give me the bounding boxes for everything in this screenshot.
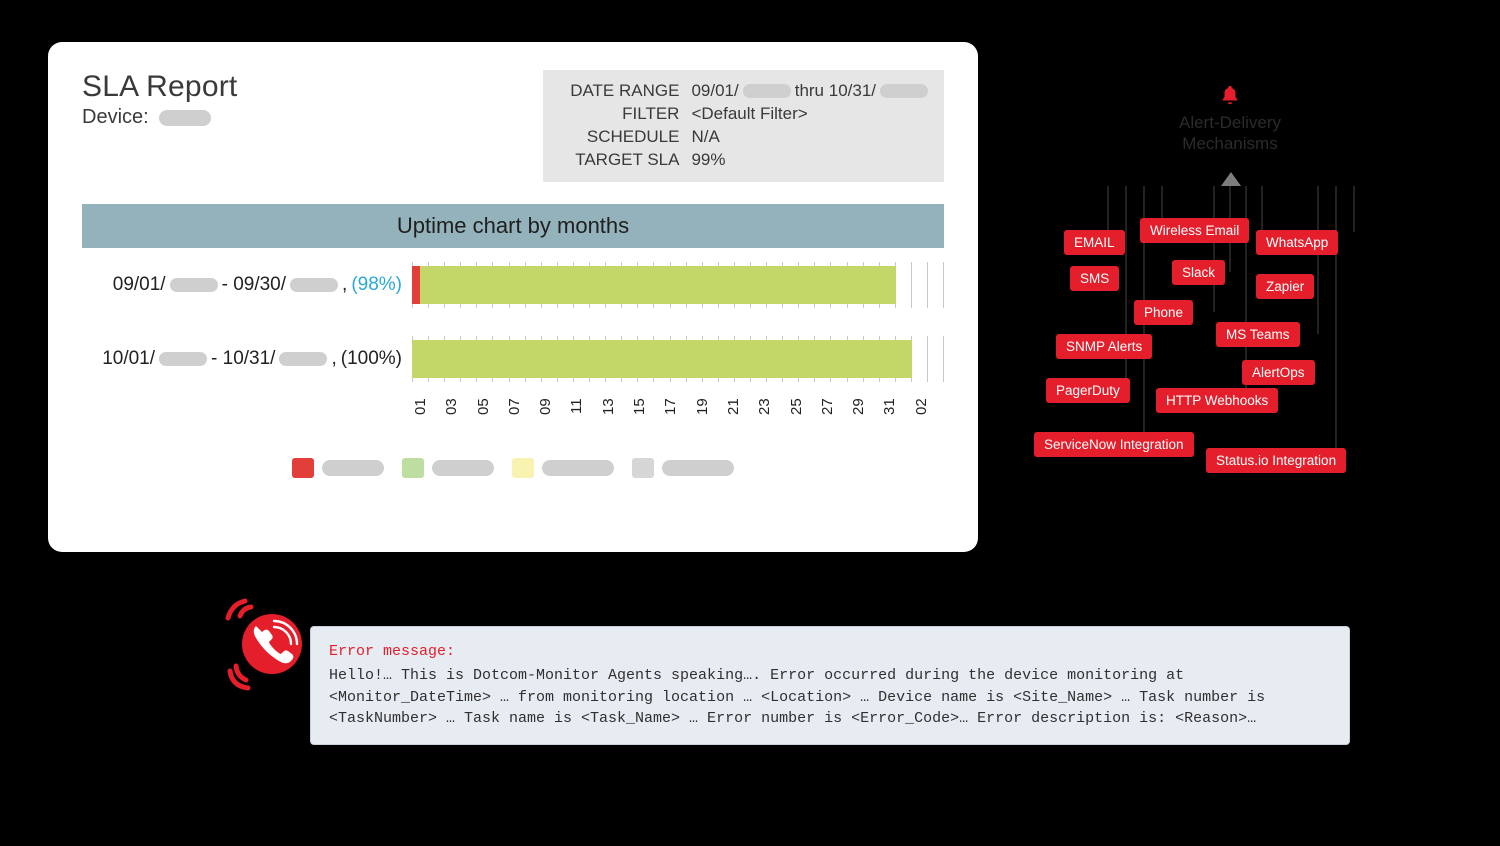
meta-value-schedule: N/A — [691, 126, 719, 149]
alert-chip: Status.io Integration — [1206, 448, 1346, 473]
device-value-redacted — [159, 110, 211, 126]
error-heading: Error message: — [329, 641, 1331, 663]
error-message-card: Error message: Hello!… This is Dotcom-Mo… — [310, 626, 1350, 745]
bell-icon — [1219, 84, 1241, 112]
x-tick: 15 — [631, 398, 662, 432]
chart-bar-segment — [420, 266, 896, 304]
date-range-prefix: 09/01/ — [691, 80, 738, 103]
x-tick: 25 — [788, 398, 819, 432]
alert-chip: Wireless Email — [1140, 218, 1249, 243]
x-tick: 29 — [850, 398, 881, 432]
chart-bar-track — [412, 336, 944, 382]
chart-row-label: 09/01/ - 09/30/, (98%) — [82, 274, 402, 296]
sla-header: SLA Report Device: DATE RANGE 09/01/ thr… — [82, 70, 944, 182]
meta-date-range: DATE RANGE 09/01/ thru 10/31/ — [559, 80, 928, 103]
chart-row: 10/01/ - 10/31/, (100%) — [82, 336, 944, 382]
meta-value-filter: <Default Filter> — [691, 103, 807, 126]
alert-title-line2: Mechanisms — [1182, 134, 1277, 153]
chart-row-label: 10/01/ - 10/31/, (100%) — [82, 348, 402, 370]
alert-chip: HTTP Webhooks — [1156, 388, 1278, 413]
x-tick: 02 — [913, 398, 944, 432]
alert-chip: Phone — [1134, 300, 1193, 325]
legend-swatch — [512, 458, 534, 478]
alert-chip: SNMP Alerts — [1056, 334, 1152, 359]
alert-chip: Zapier — [1256, 274, 1314, 299]
x-tick: 05 — [475, 398, 506, 432]
alert-chip: AlertOps — [1242, 360, 1315, 385]
legend-label-redacted — [542, 460, 614, 476]
legend-item — [512, 458, 614, 478]
chart-legend — [82, 458, 944, 478]
legend-label-redacted — [322, 460, 384, 476]
x-tick: 27 — [819, 398, 850, 432]
x-tick: 13 — [600, 398, 631, 432]
alert-chip: PagerDuty — [1046, 378, 1130, 403]
x-tick: 21 — [725, 398, 756, 432]
x-tick: 11 — [568, 398, 599, 432]
date-range-year2-redacted — [880, 84, 928, 98]
x-tick: 23 — [756, 398, 787, 432]
legend-swatch — [402, 458, 424, 478]
sla-title: SLA Report — [82, 70, 237, 104]
legend-item — [632, 458, 734, 478]
alert-chip: ServiceNow Integration — [1034, 432, 1194, 457]
error-body: Hello!… This is Dotcom-Monitor Agents sp… — [329, 665, 1331, 730]
chart-area: 09/01/ - 09/30/, (98%) 10/01/ - 10/31/, (… — [82, 262, 944, 478]
x-tick: 03 — [443, 398, 474, 432]
date-range-mid: thru 10/31/ — [795, 80, 876, 103]
alert-chip: WhatsApp — [1256, 230, 1338, 255]
meta-filter: FILTER <Default Filter> — [559, 103, 928, 126]
x-tick: 01 — [412, 398, 443, 432]
alert-chip: Slack — [1172, 260, 1225, 285]
chart-bar-segment — [412, 340, 912, 378]
sla-report-card: SLA Report Device: DATE RANGE 09/01/ thr… — [48, 42, 978, 552]
meta-label-filter: FILTER — [559, 103, 679, 126]
alert-delivery-diagram: Alert-Delivery Mechanisms EMAIL Wireless … — [1020, 78, 1440, 498]
x-tick: 07 — [506, 398, 537, 432]
meta-value-date-range: 09/01/ thru 10/31/ — [691, 80, 928, 103]
meta-value-target-sla: 99% — [691, 149, 725, 172]
meta-schedule: SCHEDULE N/A — [559, 126, 928, 149]
chart-x-axis: 0103050709111315171921232527293102 — [412, 398, 944, 432]
alert-title-line1: Alert-Delivery — [1179, 113, 1281, 132]
device-label: Device: — [82, 106, 149, 129]
legend-swatch — [632, 458, 654, 478]
alert-chip: EMAIL — [1064, 230, 1125, 255]
legend-swatch — [292, 458, 314, 478]
meta-target-sla: TARGET SLA 99% — [559, 149, 928, 172]
sla-title-block: SLA Report Device: — [82, 70, 237, 129]
meta-label-schedule: SCHEDULE — [559, 126, 679, 149]
x-tick: 17 — [662, 398, 693, 432]
meta-label-date-range: DATE RANGE — [559, 80, 679, 103]
alert-chip: MS Teams — [1216, 322, 1300, 347]
alert-chip: SMS — [1070, 266, 1119, 291]
x-tick: 09 — [537, 398, 568, 432]
alert-title: Alert-Delivery Mechanisms — [1020, 112, 1440, 155]
x-tick: 31 — [881, 398, 912, 432]
legend-item — [402, 458, 494, 478]
x-tick: 19 — [694, 398, 725, 432]
chart-title-bar: Uptime chart by months — [82, 204, 944, 248]
phone-ringing-icon — [218, 596, 318, 696]
chart-row: 09/01/ - 09/30/, (98%) — [82, 262, 944, 308]
meta-label-target-sla: TARGET SLA — [559, 149, 679, 172]
chart-bar-segment — [412, 266, 420, 304]
legend-item — [292, 458, 384, 478]
legend-label-redacted — [432, 460, 494, 476]
meta-box: DATE RANGE 09/01/ thru 10/31/ FILTER <De… — [543, 70, 944, 182]
sla-device-row: Device: — [82, 106, 237, 129]
legend-label-redacted — [662, 460, 734, 476]
date-range-year1-redacted — [743, 84, 791, 98]
chart-bar-track — [412, 262, 944, 308]
